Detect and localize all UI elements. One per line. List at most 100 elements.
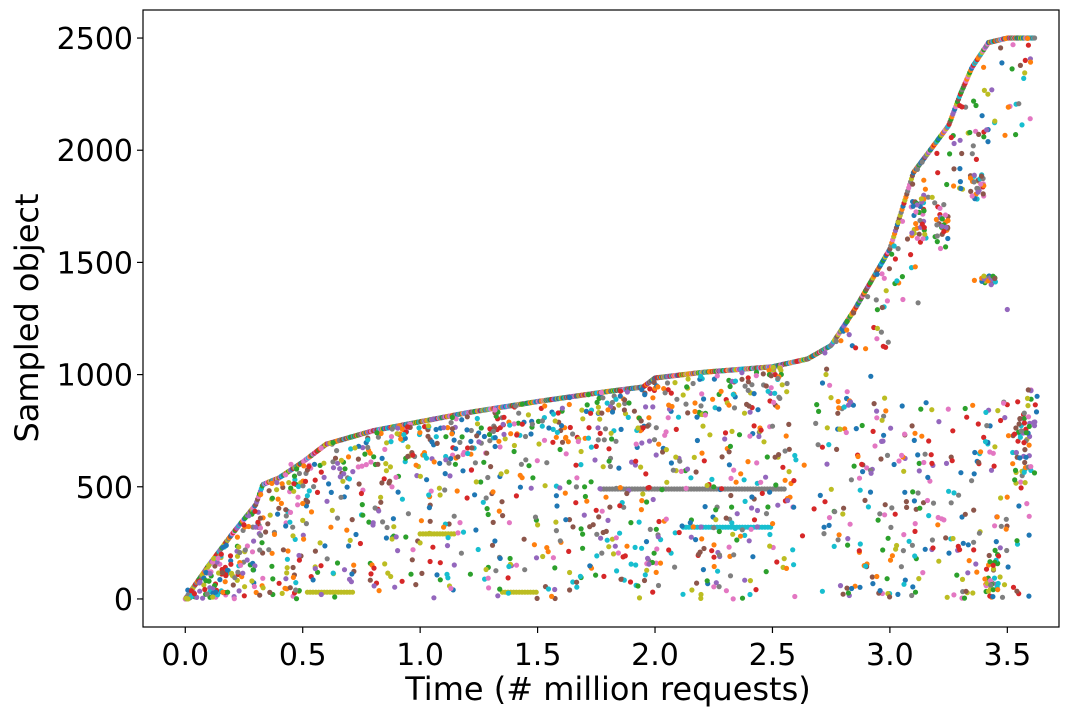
data-points [182, 35, 1040, 602]
data-point [457, 439, 463, 445]
data-point [713, 507, 719, 513]
data-point [489, 542, 496, 548]
data-point [284, 570, 290, 576]
data-point [895, 219, 901, 225]
data-point [1028, 464, 1034, 470]
data-point [1025, 414, 1032, 420]
data-point [711, 584, 717, 590]
data-point [976, 530, 983, 536]
data-point [685, 410, 691, 416]
data-point [989, 87, 995, 93]
data-point [375, 461, 381, 467]
data-point [917, 505, 923, 511]
data-point [729, 428, 735, 434]
data-point [722, 436, 728, 442]
data-point [573, 500, 579, 506]
data-point [885, 339, 891, 345]
data-point [638, 418, 644, 424]
data-point [734, 537, 740, 543]
data-point [678, 468, 684, 474]
data-point [405, 444, 411, 450]
data-point [562, 490, 568, 496]
data-point [202, 586, 208, 593]
data-point [505, 575, 511, 581]
data-point [511, 421, 517, 427]
data-point [832, 509, 838, 515]
data-point [887, 594, 893, 600]
data-point [684, 466, 691, 472]
data-point [577, 573, 584, 580]
data-point [680, 591, 686, 597]
data-point [448, 456, 454, 462]
data-point [1023, 430, 1029, 436]
data-point [283, 523, 289, 529]
data-point [899, 274, 906, 280]
data-point [284, 556, 290, 562]
data-point [468, 427, 474, 434]
data-point [275, 511, 281, 517]
data-point [616, 402, 622, 408]
data-point [366, 519, 372, 525]
data-point [919, 221, 925, 227]
data-point [213, 589, 219, 595]
data-point [550, 411, 557, 417]
data-point [664, 479, 670, 485]
data-point [570, 579, 576, 585]
y-axis-label: Sampled object [8, 193, 46, 442]
data-point [215, 555, 221, 562]
data-point [429, 439, 435, 445]
data-point [442, 487, 448, 493]
data-point [643, 471, 649, 477]
data-point [747, 591, 753, 598]
data-point [693, 469, 699, 475]
data-point [711, 554, 717, 560]
data-point [279, 590, 285, 597]
data-point [451, 562, 457, 568]
data-point [859, 422, 865, 429]
data-point [1016, 421, 1022, 427]
data-point [823, 371, 829, 378]
data-point [765, 388, 771, 394]
data-point [1022, 57, 1028, 64]
data-point [621, 407, 628, 413]
data-point [826, 515, 833, 521]
data-point [813, 420, 819, 426]
data-point [304, 493, 310, 499]
data-point [922, 186, 929, 192]
data-point [698, 591, 704, 598]
data-point [874, 271, 880, 277]
data-point [992, 118, 998, 124]
data-point [838, 338, 844, 344]
data-point [668, 390, 674, 396]
data-point [595, 425, 601, 431]
data-point [529, 421, 536, 427]
data-point [1031, 423, 1038, 429]
data-point [916, 576, 922, 582]
data-point [258, 491, 264, 498]
data-point [185, 596, 191, 602]
data-point [974, 569, 980, 575]
data-point [659, 487, 665, 493]
data-point [841, 505, 847, 511]
data-point [669, 403, 675, 410]
data-point [282, 585, 288, 591]
data-point [223, 542, 229, 549]
data-point [996, 553, 1002, 559]
data-point [845, 536, 851, 542]
data-point [884, 576, 890, 582]
data-point [916, 460, 922, 466]
data-point [922, 546, 928, 552]
data-point [287, 509, 294, 515]
data-point [886, 266, 893, 272]
data-point [914, 202, 920, 208]
data-point [476, 439, 482, 445]
data-point [656, 518, 662, 525]
data-point [882, 502, 888, 508]
data-point [276, 580, 282, 586]
data-point [815, 442, 821, 448]
data-point [700, 567, 707, 573]
data-point [194, 594, 200, 601]
data-point [1016, 101, 1022, 107]
data-point [1022, 447, 1028, 453]
data-point [269, 480, 275, 486]
